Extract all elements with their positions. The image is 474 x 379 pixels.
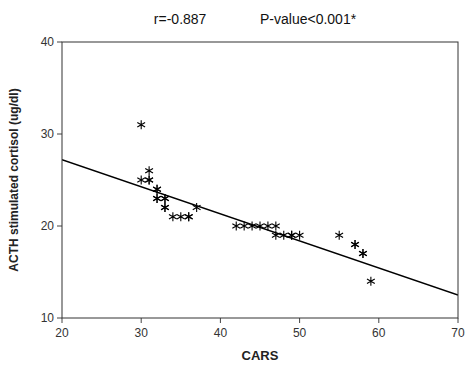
x-tick-label: 30: [135, 326, 149, 340]
scatter-point: [367, 277, 375, 286]
scatter-point: [359, 249, 367, 258]
scatter-point: [351, 240, 359, 249]
x-tick-label: 70: [451, 326, 465, 340]
scatter-point: [185, 212, 193, 221]
x-tick: [458, 318, 459, 323]
y-tick-label: 10: [41, 311, 55, 325]
scatter-point: [145, 176, 153, 185]
x-tick: [378, 318, 379, 323]
x-tick-label: 20: [55, 326, 69, 340]
scatter-point: [145, 176, 153, 185]
scatter-point: [169, 212, 177, 221]
scatter-point: [137, 120, 145, 129]
scatter-point: [359, 249, 367, 258]
x-axis-label: CARS: [242, 348, 279, 363]
x-tick: [141, 318, 142, 323]
scatter-point: [153, 194, 161, 203]
plot-frame: [62, 42, 458, 318]
y-axis-label: ACTH stimulated cortisol (ug/dl): [7, 88, 21, 271]
y-tick-label: 40: [41, 35, 55, 49]
y-tick-label: 20: [41, 219, 55, 233]
y-tick-label: 30: [41, 127, 55, 141]
y-tick: [57, 318, 62, 319]
x-tick-label: 40: [214, 326, 228, 340]
x-tick: [299, 318, 300, 323]
x-tick-label: 60: [372, 326, 386, 340]
chart: 20304050607010203040CARSACTH stimulated …: [0, 0, 474, 379]
scatter-point: [296, 231, 304, 240]
x-tick: [62, 318, 63, 323]
scatter-point: [335, 231, 343, 240]
annotation: r=-0.887: [154, 11, 207, 27]
y-tick: [57, 226, 62, 227]
scatter-point: [161, 203, 169, 212]
y-tick: [57, 134, 62, 135]
scatter-point: [161, 203, 169, 212]
scatter-point: [272, 222, 280, 231]
scatter-point: [153, 194, 161, 203]
y-tick: [57, 42, 62, 43]
scatter-point: [351, 240, 359, 249]
scatter-point: [177, 212, 185, 221]
scatter-point: [232, 222, 240, 231]
plot-area: [62, 120, 458, 295]
x-tick: [220, 318, 221, 323]
regression-line: [62, 160, 458, 295]
scatter-point: [185, 212, 193, 221]
annotation: P-value<0.001*: [260, 11, 357, 27]
x-tick-label: 50: [293, 326, 307, 340]
scatter-point: [137, 176, 145, 185]
scatter-point: [145, 166, 153, 175]
